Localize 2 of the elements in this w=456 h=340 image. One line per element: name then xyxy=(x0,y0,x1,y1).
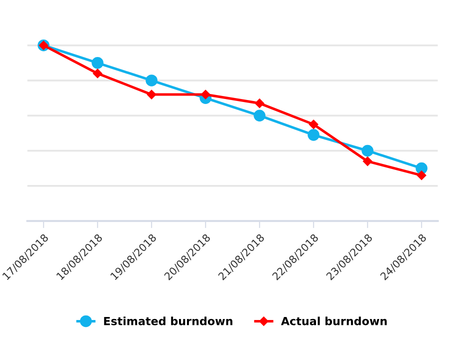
legend-label: Actual burndown xyxy=(281,316,387,326)
legend-label: Estimated burndown xyxy=(104,316,232,326)
